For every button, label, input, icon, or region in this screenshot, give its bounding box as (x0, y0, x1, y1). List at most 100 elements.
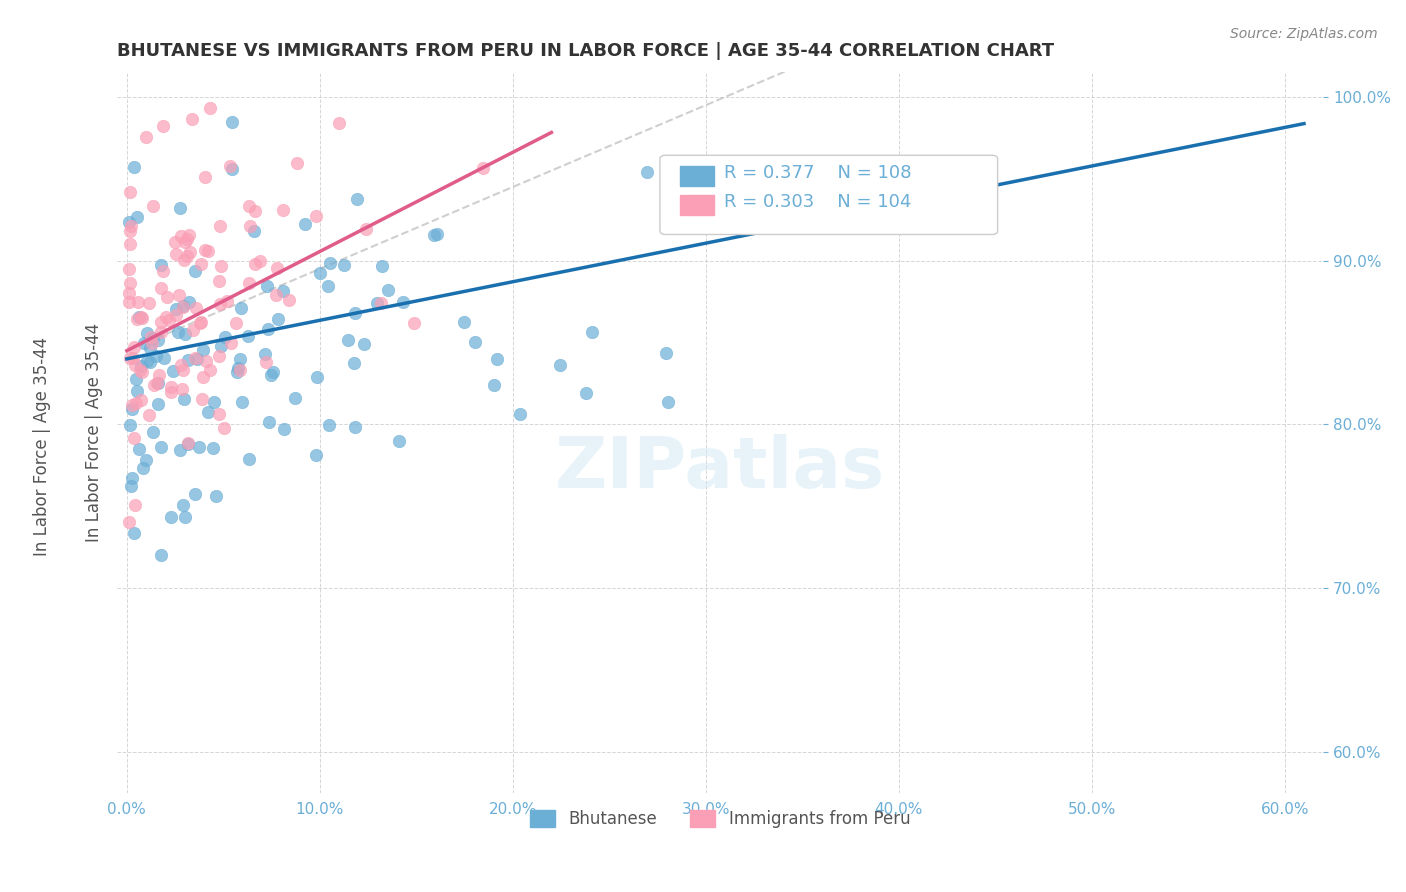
Point (139, 355, 162, 369)
Point (118, 214, 141, 228)
Point (176, 437, 198, 451)
Point (231, 395, 253, 409)
Point (131, 461, 153, 475)
Point (657, 395, 679, 409)
Point (136, 326, 159, 340)
Point (150, 326, 173, 340)
Point (149, 315, 172, 329)
Point (174, 235, 197, 249)
Point (129, 392, 152, 407)
Point (194, 244, 217, 258)
Point (636, 165, 658, 179)
Point (254, 347, 277, 361)
Point (229, 301, 252, 316)
Point (343, 420, 366, 434)
Point (191, 343, 214, 357)
Point (131, 365, 153, 379)
Text: R = 0.377    N = 108: R = 0.377 N = 108 (724, 164, 911, 182)
Point (391, 295, 413, 310)
Point (183, 323, 205, 337)
Point (121, 471, 143, 485)
Point (333, 258, 356, 272)
Point (177, 435, 200, 450)
Point (118, 225, 141, 239)
Point (197, 244, 219, 259)
Point (209, 259, 232, 273)
Text: In Labor Force | Age 35-44: In Labor Force | Age 35-44 (34, 336, 51, 556)
Point (122, 351, 145, 366)
Y-axis label: In Labor Force | Age 35-44: In Labor Force | Age 35-44 (86, 323, 103, 542)
Point (226, 360, 249, 375)
Point (336, 333, 359, 347)
Point (304, 209, 326, 223)
Point (146, 376, 169, 390)
Point (238, 198, 260, 212)
Point (135, 353, 157, 368)
Point (266, 261, 288, 276)
Point (318, 279, 340, 293)
Point (152, 119, 174, 133)
Point (127, 295, 149, 310)
Point (215, 294, 238, 309)
Point (141, 335, 163, 350)
Point (118, 417, 141, 432)
Point (271, 202, 294, 217)
Text: R = 0.303    N = 104: R = 0.303 N = 104 (724, 193, 911, 211)
Point (184, 301, 207, 315)
Point (188, 316, 211, 330)
Point (141, 330, 163, 344)
Point (121, 402, 143, 417)
Point (202, 394, 225, 409)
Point (256, 278, 278, 293)
Point (170, 229, 193, 244)
Point (209, 219, 232, 233)
Point (173, 509, 195, 524)
Point (118, 294, 141, 309)
Point (208, 349, 231, 363)
Point (118, 262, 141, 277)
Point (366, 296, 388, 310)
Point (125, 396, 148, 410)
Point (509, 407, 531, 421)
Point (142, 199, 165, 213)
Point (155, 310, 177, 324)
Point (146, 397, 169, 411)
Bar (681, 166, 714, 186)
Point (198, 363, 221, 377)
Point (121, 398, 143, 412)
Point (128, 442, 150, 456)
Point (785, 214, 807, 228)
Point (575, 386, 598, 401)
Point (129, 310, 152, 324)
Point (243, 203, 266, 218)
Point (344, 306, 367, 320)
Point (548, 358, 571, 372)
Point (194, 169, 217, 184)
Point (165, 235, 187, 249)
Point (162, 364, 184, 378)
Point (208, 407, 231, 421)
Point (212, 421, 235, 435)
Point (377, 283, 399, 297)
Point (354, 222, 377, 236)
Point (260, 368, 283, 383)
Point (118, 186, 141, 200)
Point (262, 365, 284, 379)
Point (197, 405, 219, 419)
Point (124, 340, 146, 354)
Point (294, 217, 316, 231)
Point (173, 253, 195, 268)
Point (165, 308, 187, 322)
Point (198, 102, 221, 116)
Point (225, 316, 247, 330)
Point (169, 358, 191, 372)
Point (346, 193, 368, 207)
Point (219, 160, 242, 174)
Point (191, 369, 214, 384)
Point (308, 266, 330, 280)
Point (124, 498, 146, 512)
Point (471, 161, 494, 175)
Point (150, 440, 173, 454)
Point (172, 300, 194, 314)
Point (166, 325, 188, 339)
